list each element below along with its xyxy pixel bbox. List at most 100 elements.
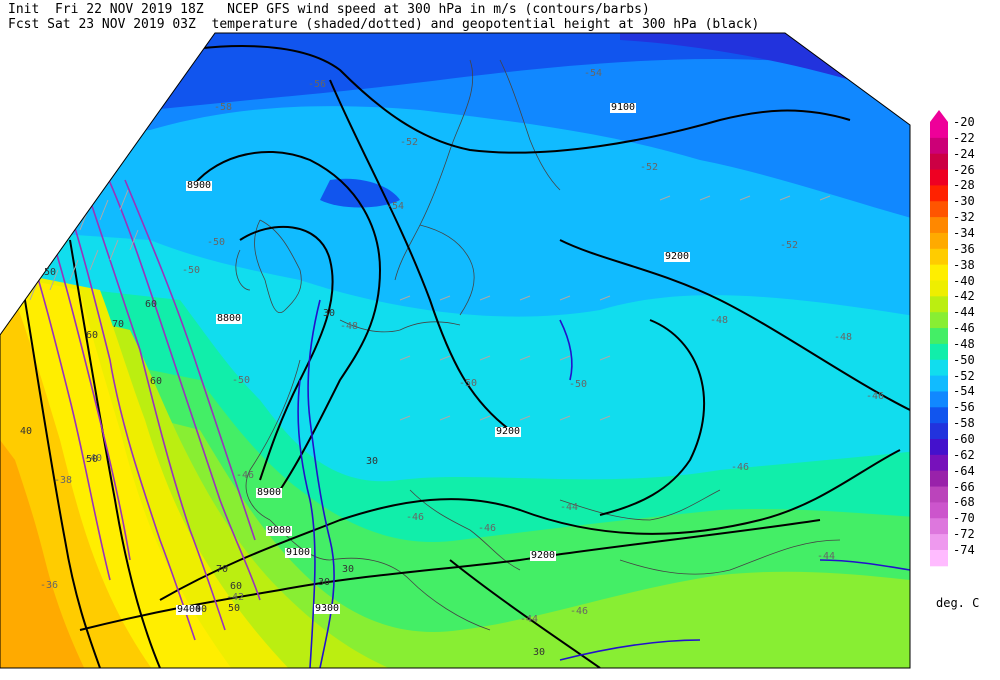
colorbar-tick-label: -62 [953,447,975,462]
height-label: 8800 [216,313,243,324]
temperature-label: -58 [214,102,233,113]
colorbar-cell [930,232,948,250]
colorbar-tick-label: -68 [953,495,975,510]
wind-speed-label: 60 [145,299,158,310]
wind-speed-label: 30 [342,564,355,575]
height-label: 9400 [176,604,203,615]
temperature-label: -38 [54,475,73,486]
coastlines [235,59,841,631]
colorbar-cell [930,375,948,392]
colorbar-tick-label: -72 [953,527,975,542]
jet-contours-30 [297,299,910,668]
wind-speed-label: 30 [533,647,546,658]
temperature-label: -50 [182,265,201,276]
height-label: 9200 [495,426,522,437]
colorbar-cell [930,248,948,266]
colorbar-arrow [930,110,948,122]
temperature-label: -50 [207,237,226,248]
temperature-label: -46 [236,470,255,481]
temperature-label: -52 [400,137,419,148]
colorbar-tick-label: -74 [953,542,975,557]
colorbar-tick-label: -54 [953,384,975,399]
wind-speed-label: 50 [44,267,57,278]
colorbar-cell [930,185,948,202]
temperature-label: -40 [84,453,103,464]
temperature-label: -46 [478,523,497,534]
colorbar [930,110,948,567]
colorbar-cell [930,328,948,345]
temperature-label: -54 [584,68,603,79]
colorbar-tick-label: -70 [953,511,975,526]
colorbar-tick-label: -52 [953,368,975,383]
temperature-label: -50 [232,375,251,386]
map-frame [0,32,911,669]
colorbar-tick-label: -22 [953,130,975,145]
colorbar-cell [930,122,948,139]
colorbar-cell [930,423,948,440]
colorbar-cell [930,502,948,519]
wind-speed-label: 30 [366,456,379,467]
colorbar-tick-label: -60 [953,432,975,446]
colorbar-cell [930,439,948,456]
temperature-label: -54 [386,201,405,212]
colorbar-cell [930,407,948,424]
colorbar-cell [930,486,948,503]
colorbar-cell [930,137,948,155]
height-label: 8900 [186,180,213,191]
temperature-label: -44 [520,614,539,625]
temperature-label: -52 [640,162,659,173]
height-label: 9000 [266,525,293,536]
temperature-label: -56 [308,79,327,90]
colorbar-cell [930,264,948,281]
colorbar-cell [930,518,948,535]
temperature-label: -48 [834,332,853,343]
temperature-label: -50 [569,379,588,390]
colorbar-tick-label: -50 [953,352,975,367]
colorbar-cell [930,280,948,297]
colorbar-cell [930,296,948,313]
colorbar-tick-label: -66 [953,479,975,494]
colorbar-units: deg. C [936,596,980,610]
colorbar-tick-label: -48 [953,336,975,351]
header-line-1: Init Fri 22 NOV 2019 18Z NCEP GFS wind s… [8,2,650,17]
temperature-label: -42 [226,592,245,603]
temperature-label: -46 [570,606,589,617]
colorbar-cell [930,534,948,551]
colorbar-cell [930,217,948,234]
wind-speed-label: 30 [323,308,336,319]
wind-speed-label: 40 [195,604,208,615]
height-label: 9100 [610,102,637,113]
wind-speed-label: 60 [150,376,163,387]
height-label: 9100 [285,547,312,558]
wind-speed-label: 70 [216,564,229,575]
header-line-2: Fcst Sat 23 NOV 2019 03Z temperature (sh… [8,17,760,32]
colorbar-tick-label: -40 [953,273,975,288]
temperature-label: -36 [40,580,59,591]
wind-speed-label: 40 [20,426,33,437]
colorbar-cell [930,470,948,488]
colorbar-tick-label: -38 [953,257,975,272]
wind-speed-label: 30 [318,577,331,588]
wind-speed-label: 60 [86,330,99,341]
height-label: 9300 [314,603,341,614]
colorbar-tick-label: -30 [953,194,975,209]
wind-speed-label: 60 [230,581,243,592]
wind-speed-label: 70 [112,319,125,330]
colorbar-cell [930,343,948,361]
temperature-label: -46 [866,391,885,402]
temp-band-34 [0,440,90,668]
colorbar-cell [930,169,948,186]
colorbar-cell [930,454,948,472]
wind-speed-label: 50 [86,454,99,465]
height-label: 9200 [530,550,557,561]
temperature-label: -48 [710,315,729,326]
height-label: 9200 [664,251,691,262]
colorbar-tick-label: -20 [953,115,975,129]
wind-speed-label: 50 [228,603,241,614]
colorbar-tick-label: -58 [953,416,975,431]
colorbar-tick-label: -24 [953,146,975,161]
colorbar-tick-label: -26 [953,162,975,177]
temperature-label: -48 [340,321,359,332]
temperature-label: -44 [817,551,836,562]
